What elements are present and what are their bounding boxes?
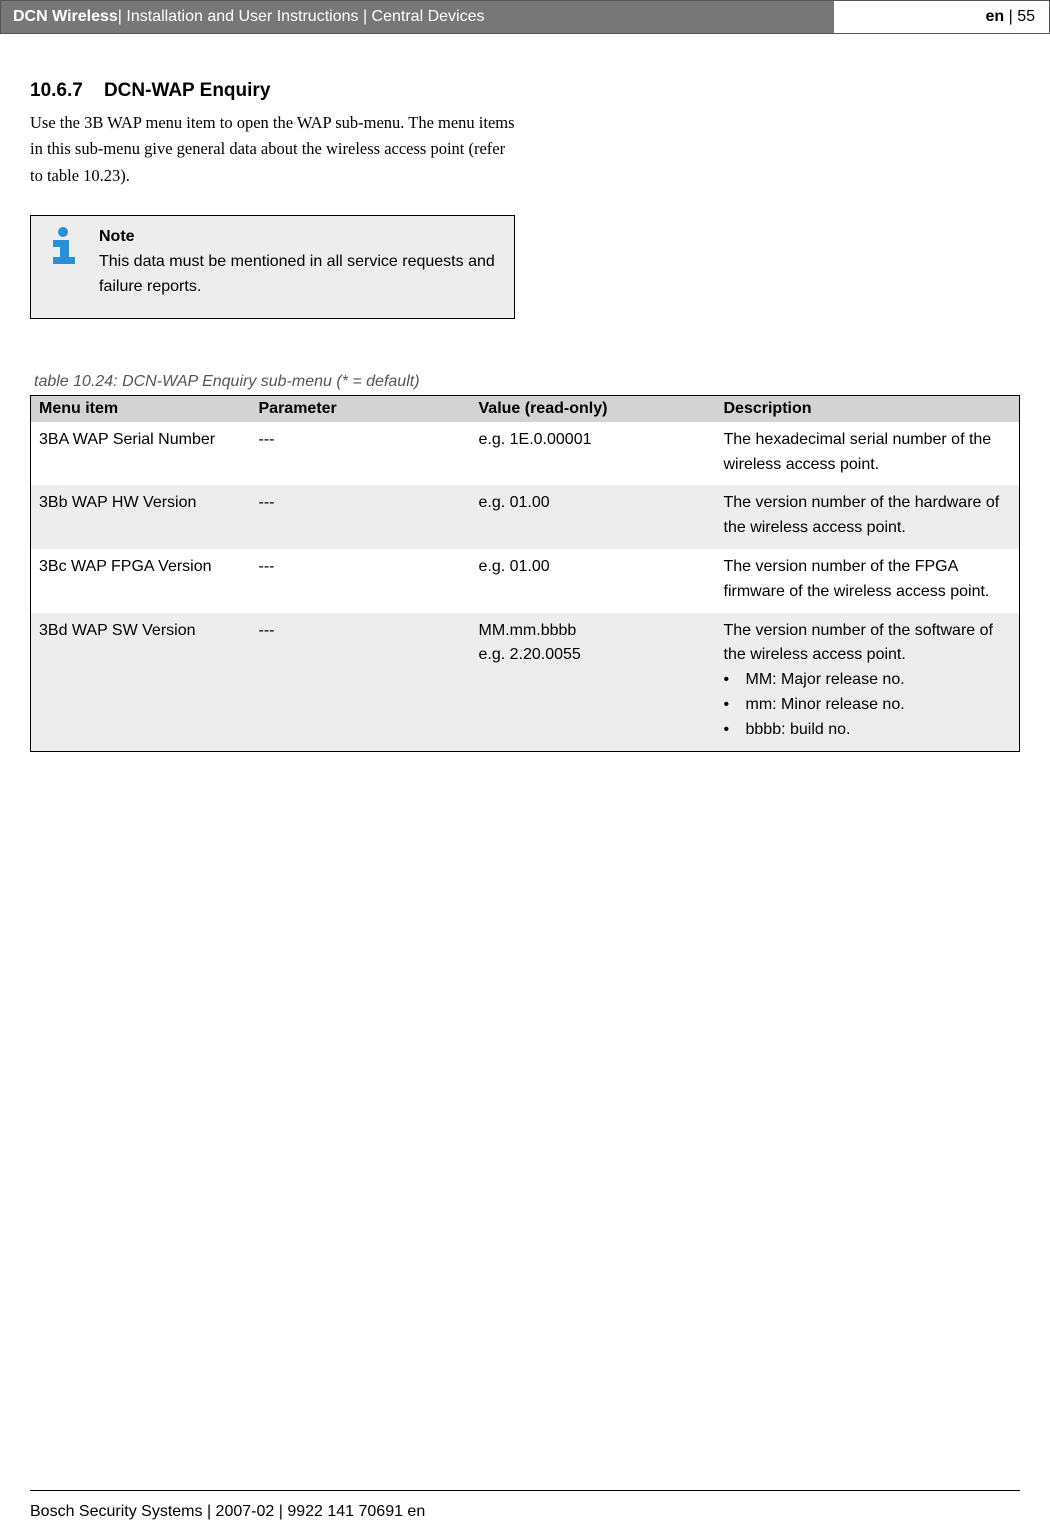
note-label: Note: [99, 228, 500, 246]
desc-bullet: mm: Minor release no.: [724, 693, 1012, 718]
desc-bullet: bbbb: build no.: [724, 718, 1012, 743]
header-sep: |: [1004, 8, 1017, 26]
section-title: DCN-WAP Enquiry: [104, 80, 270, 101]
header-left: DCN Wireless | Installation and User Ins…: [1, 1, 834, 33]
th-value: Value (read-only): [471, 395, 716, 422]
note-box: Note This data must be mentioned in all …: [30, 215, 515, 319]
table-row: 3Bb WAP HW Version---e.g. 01.00The versi…: [31, 485, 1020, 549]
cell-menu: 3Bc WAP FPGA Version: [31, 549, 251, 613]
note-text: Note This data must be mentioned in all …: [99, 228, 500, 300]
info-icon: [45, 226, 81, 264]
note-body: This data must be mentioned in all servi…: [99, 250, 500, 300]
desc-bullets: MM: Major release no.mm: Minor release n…: [724, 668, 1012, 742]
cell-desc: The version number of the hardware of th…: [716, 485, 1020, 549]
table-row: 3Bd WAP SW Version---MM.mm.bbbbe.g. 2.20…: [31, 613, 1020, 751]
footer-rule: [30, 1490, 1020, 1491]
table-row: 3Bc WAP FPGA Version---e.g. 01.00The ver…: [31, 549, 1020, 613]
page-content: 10.6.7 DCN-WAP Enquiry Use the 3B WAP me…: [0, 34, 1050, 752]
th-desc: Description: [716, 395, 1020, 422]
th-param: Parameter: [251, 395, 471, 422]
cell-desc: The hexadecimal serial number of the wir…: [716, 422, 1020, 486]
th-menu: Menu item: [31, 395, 251, 422]
cell-value: e.g. 01.00: [471, 549, 716, 613]
cell-desc: The version number of the FPGA firmware …: [716, 549, 1020, 613]
cell-param: ---: [251, 422, 471, 486]
cell-value: e.g. 01.00: [471, 485, 716, 549]
cell-param: ---: [251, 549, 471, 613]
doc-title-bold: DCN Wireless: [13, 8, 118, 26]
section-heading: 10.6.7 DCN-WAP Enquiry: [30, 80, 1020, 102]
footer-text: Bosch Security Systems | 2007-02 | 9922 …: [30, 1503, 425, 1521]
cell-value: MM.mm.bbbbe.g. 2.20.0055: [471, 613, 716, 751]
desc-bullet: MM: Major release no.: [724, 668, 1012, 693]
cell-param: ---: [251, 613, 471, 751]
section-intro: Use the 3B WAP menu item to open the WAP…: [30, 110, 515, 189]
header-lang: en: [985, 8, 1004, 26]
table-header-row: Menu item Parameter Value (read-only) De…: [31, 395, 1020, 422]
cell-desc: The version number of the software of th…: [716, 613, 1020, 751]
cell-menu: 3Bb WAP HW Version: [31, 485, 251, 549]
enquiry-table: Menu item Parameter Value (read-only) De…: [30, 395, 1020, 752]
table-caption: table 10.24: DCN-WAP Enquiry sub-menu (*…: [30, 373, 1020, 391]
header-page: 55: [1017, 8, 1035, 26]
table-row: 3BA WAP Serial Number---e.g. 1E.0.00001T…: [31, 422, 1020, 486]
cell-param: ---: [251, 485, 471, 549]
cell-value: e.g. 1E.0.00001: [471, 422, 716, 486]
doc-title-rest: | Installation and User Instructions | C…: [118, 8, 485, 26]
header-right: en | 55: [834, 1, 1049, 33]
table-body: 3BA WAP Serial Number---e.g. 1E.0.00001T…: [31, 422, 1020, 751]
page-header: DCN Wireless | Installation and User Ins…: [0, 0, 1050, 34]
section-number: 10.6.7: [30, 80, 83, 101]
cell-menu: 3BA WAP Serial Number: [31, 422, 251, 486]
cell-menu: 3Bd WAP SW Version: [31, 613, 251, 751]
